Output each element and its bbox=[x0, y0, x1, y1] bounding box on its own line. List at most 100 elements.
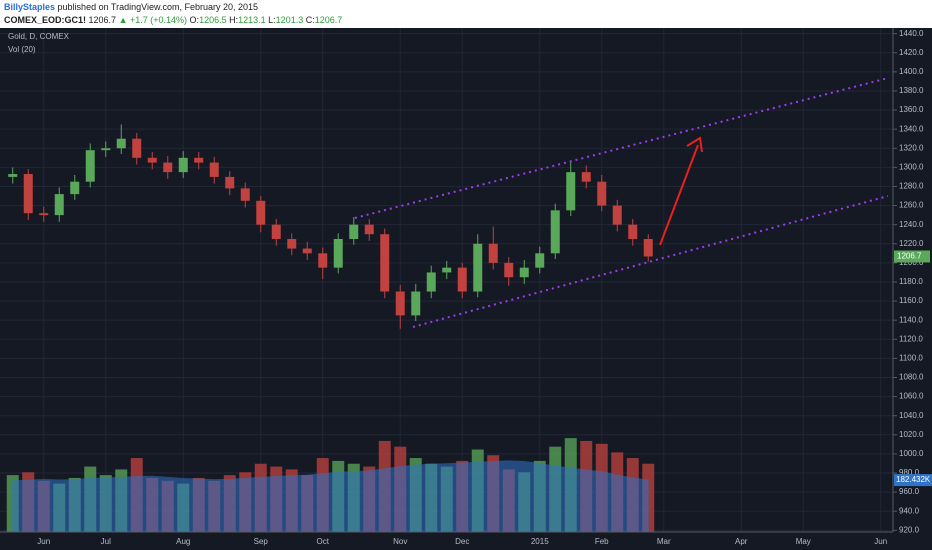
price-axis-background bbox=[893, 28, 932, 550]
symbol: COMEX_EOD:GC1! bbox=[4, 15, 87, 25]
y-tick-label: 1280.0 bbox=[899, 182, 924, 191]
y-tick-label: 980.0 bbox=[899, 468, 920, 477]
ohlc-value: 1213.1 bbox=[238, 15, 266, 25]
price: 1206.7 bbox=[88, 15, 117, 25]
y-tick-label: 1340.0 bbox=[899, 124, 924, 133]
volume-layer bbox=[6, 438, 655, 533]
candle-body bbox=[132, 138, 142, 158]
candle-body bbox=[488, 243, 498, 263]
y-tick-label: 1200.0 bbox=[899, 258, 924, 267]
candle-body bbox=[426, 272, 436, 292]
candle-body bbox=[597, 181, 607, 206]
channel-lower bbox=[412, 195, 889, 328]
y-tick-label: 1160.0 bbox=[899, 296, 923, 305]
volume-ma-area bbox=[12, 460, 649, 533]
candle-body bbox=[535, 253, 545, 268]
candle-body bbox=[318, 253, 328, 268]
channel-upper bbox=[354, 77, 889, 219]
candle-body bbox=[39, 213, 49, 216]
axis-layer: 920.0 940.0 960.0 980.0 1000.0 1020.0 1040.0 10… bbox=[37, 29, 932, 546]
candle-body bbox=[550, 210, 560, 254]
y-tick-label: 1300.0 bbox=[899, 162, 924, 171]
candle-body bbox=[411, 291, 421, 316]
y-tick-label: 1120.0 bbox=[899, 334, 923, 343]
y-tick-label: 1040.0 bbox=[899, 411, 924, 420]
candle-body bbox=[240, 188, 250, 201]
ohlc-value: 1206.7 bbox=[314, 15, 343, 25]
chart-title: Gold, D, COMEX bbox=[8, 32, 70, 41]
volume-title: Vol (20) bbox=[8, 45, 36, 54]
x-tick-label: Jun bbox=[874, 537, 887, 546]
ohlc-key: H: bbox=[229, 15, 239, 25]
candle-body bbox=[395, 291, 405, 316]
published: published on TradingView.com, February 2… bbox=[57, 2, 259, 12]
last-price-box bbox=[894, 250, 930, 263]
x-tick-label: Mar bbox=[657, 537, 671, 546]
candle-body bbox=[473, 243, 483, 292]
x-tick-label: Sep bbox=[254, 537, 269, 546]
candle-body bbox=[364, 224, 374, 235]
candle-body bbox=[287, 238, 297, 249]
candle-body bbox=[178, 157, 188, 173]
y-tick-label: 1420.0 bbox=[899, 48, 924, 57]
ohlc-value: 1201.3 bbox=[275, 15, 304, 25]
candle-body bbox=[147, 157, 157, 163]
y-tick-label: 1360.0 bbox=[899, 105, 924, 114]
candle-body bbox=[643, 238, 653, 257]
candle-body bbox=[70, 181, 80, 195]
quote-line: COMEX_EOD:GC1! 1206.7 ▲ +1.7 (+0.14%) O:… bbox=[4, 15, 342, 25]
candle-body bbox=[566, 172, 576, 211]
x-tick-label: Nov bbox=[393, 537, 407, 546]
candle-body bbox=[116, 138, 126, 149]
candle-body bbox=[194, 157, 204, 163]
y-tick-label: 1240.0 bbox=[899, 220, 924, 229]
y-tick-label: 1020.0 bbox=[899, 430, 924, 439]
y-tick-label: 1400.0 bbox=[899, 67, 924, 76]
candle-body bbox=[302, 248, 312, 254]
candle-body bbox=[519, 267, 529, 278]
candle-body bbox=[85, 150, 95, 182]
candle-body bbox=[333, 238, 343, 268]
candle-body bbox=[163, 162, 173, 173]
x-tick-label: May bbox=[796, 537, 811, 546]
candle-body bbox=[101, 148, 111, 151]
candle-layer bbox=[8, 124, 653, 329]
header: BillyStaples published on TradingView.co… bbox=[0, 0, 932, 28]
x-tick-label: Jul bbox=[101, 537, 111, 546]
change: ▲ +1.7 (+0.14%) bbox=[118, 15, 188, 25]
candle-body bbox=[23, 174, 33, 214]
candle-body bbox=[225, 176, 235, 189]
candle-body bbox=[54, 194, 64, 216]
candle-body bbox=[209, 162, 219, 177]
y-tick-label: 1100.0 bbox=[899, 353, 923, 362]
x-tick-label: Apr bbox=[735, 537, 748, 546]
y-tick-label: 1380.0 bbox=[899, 86, 924, 95]
author: BillyStaples bbox=[4, 2, 56, 12]
candle-body bbox=[442, 267, 452, 273]
x-tick-label: 2015 bbox=[531, 537, 549, 546]
y-tick-label: 1320.0 bbox=[899, 143, 924, 152]
ohlc-value: 1206.5 bbox=[199, 15, 227, 25]
y-tick-label: 940.0 bbox=[899, 506, 920, 515]
ohlc-key: C: bbox=[305, 15, 315, 25]
y-tick-label: 1140.0 bbox=[899, 315, 923, 324]
y-tick-label: 1080.0 bbox=[899, 373, 924, 382]
y-tick-label: 1060.0 bbox=[899, 392, 924, 401]
x-tick-label: Jun bbox=[37, 537, 50, 546]
candle-body bbox=[628, 224, 638, 239]
y-tick-label: 1260.0 bbox=[899, 201, 924, 210]
y-tick-label: 1440.0 bbox=[899, 29, 924, 38]
candle-body bbox=[457, 267, 467, 292]
candle-body bbox=[256, 200, 266, 225]
candle-body bbox=[504, 262, 514, 278]
candle-body bbox=[612, 205, 622, 225]
volume-ma-label: 182.432K bbox=[896, 475, 931, 484]
y-tick-label: 1000.0 bbox=[899, 449, 924, 458]
candle-body bbox=[349, 224, 359, 239]
ohlc-key: L: bbox=[268, 15, 276, 25]
candle-body bbox=[8, 174, 18, 177]
publish-line: BillyStaples published on TradingView.co… bbox=[4, 2, 258, 12]
candle-body bbox=[581, 172, 591, 182]
